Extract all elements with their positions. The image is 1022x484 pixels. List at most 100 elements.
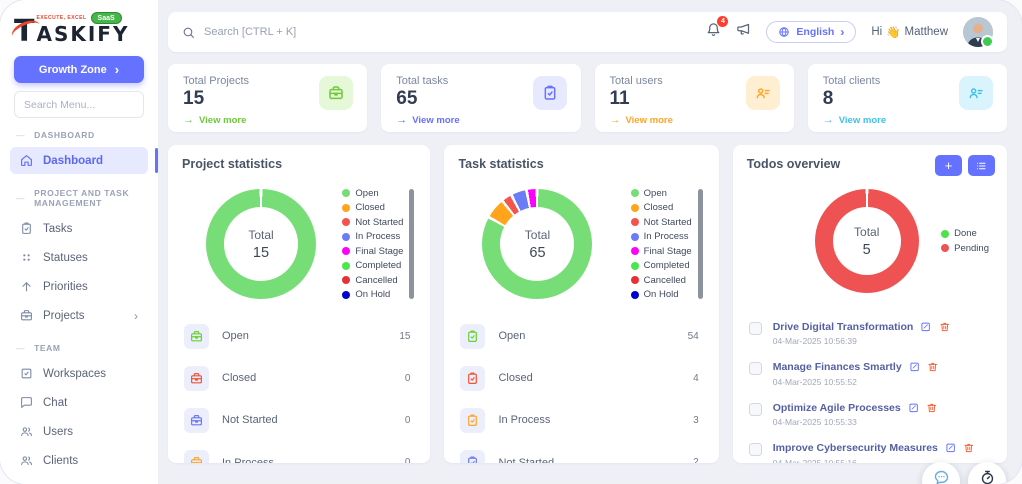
legend-item: Pending — [941, 243, 989, 254]
legend-dot — [630, 276, 639, 285]
menu-search-input[interactable] — [14, 91, 144, 118]
stat-value: 8 — [822, 88, 834, 109]
status-row-icon-box — [184, 407, 209, 433]
todo-checkbox[interactable] — [748, 443, 762, 456]
delete-todo-button[interactable] — [963, 442, 975, 454]
user-card-icon — [968, 85, 984, 101]
legend-scrollbar[interactable] — [697, 188, 703, 300]
legend-dot — [630, 189, 639, 198]
stat-label: Total tasks — [396, 75, 449, 87]
legend-label: Closed — [355, 202, 385, 214]
legend-label: Not Started — [643, 216, 692, 228]
search-icon — [182, 26, 195, 39]
notifications-button[interactable]: 4 — [706, 16, 729, 42]
todo-title: Drive Digital Transformation — [772, 320, 914, 333]
stat-label: Total Projects — [183, 75, 250, 87]
chevron-right-icon: › — [840, 25, 845, 39]
todo-timestamp: 04-Mar-2025 10:56:39 — [772, 336, 857, 346]
legend-dot — [342, 261, 351, 270]
avatar[interactable] — [963, 17, 994, 48]
chat-floating-button[interactable] — [922, 462, 960, 484]
sidebar-item-statuses[interactable]: Statuses — [10, 244, 148, 271]
timer-floating-button[interactable] — [968, 462, 1006, 484]
todo-checkbox[interactable] — [748, 402, 762, 416]
sidebar-item-dashboard[interactable]: Dashboard — [10, 147, 158, 174]
growth-zone-button[interactable]: Growth Zone › — [14, 56, 144, 83]
todos-chart: Total 5 Done Pending — [747, 181, 993, 301]
sidebar-item-clients[interactable]: Clients — [10, 447, 148, 474]
status-row-icon-box — [460, 450, 486, 463]
sidebar-item-users[interactable]: Users — [10, 418, 148, 445]
status-row-value: 15 — [399, 330, 411, 342]
legend-item: Not Started — [342, 217, 403, 228]
legend-label: Open — [355, 187, 379, 199]
project-statistics-chart: Total 15 Open Closed Not Started In Proc… — [182, 181, 416, 307]
status-row: Closed 0 — [182, 357, 416, 399]
legend-label: Final Stage — [355, 245, 404, 257]
delete-todo-button[interactable] — [927, 361, 939, 373]
status-row-label: Open — [498, 330, 526, 343]
sidebar-item-priorities[interactable]: Priorities — [10, 273, 148, 300]
add-todo-button[interactable]: + — [934, 155, 962, 176]
delete-todo-button[interactable] — [939, 321, 951, 333]
view-more-link[interactable]: → View more — [396, 115, 459, 127]
sidebar-item-projects[interactable]: Projects › — [10, 302, 148, 329]
todo-list-button[interactable] — [967, 155, 995, 176]
language-label: English — [796, 26, 835, 38]
trash-icon — [963, 442, 975, 454]
edit-icon — [909, 361, 921, 373]
legend-dot — [630, 232, 639, 241]
legend-dot — [342, 203, 351, 212]
brand-tagline: EXECUTE, EXCEL — [36, 15, 87, 21]
sidebar-item-chat[interactable]: Chat — [10, 389, 148, 416]
legend-dot — [630, 290, 639, 299]
edit-todo-button[interactable] — [908, 402, 920, 414]
sidebar-item-tasks[interactable]: Tasks — [10, 215, 148, 242]
stat-icon-box — [745, 76, 780, 110]
language-selector[interactable]: English › — [766, 21, 857, 43]
delete-todo-button[interactable] — [926, 402, 938, 414]
briefcase-icon — [190, 414, 203, 427]
todo-timestamp: 04-Mar-2025 10:55:33 — [772, 417, 857, 427]
sidebar-nav: — DASHBOARD Dashboard — PROJECT AND TASK… — [0, 118, 158, 484]
todo-title: Manage Finances Smartly — [772, 361, 902, 373]
sidebar-section: — UTILITIES Leads Management › — [0, 476, 158, 484]
legend-item: Completed — [342, 260, 403, 271]
todo-checkbox[interactable] — [748, 321, 762, 335]
chevron-right-icon: › — [114, 62, 120, 77]
view-more-link[interactable]: → View more — [822, 114, 887, 127]
sidebar-item-workspaces[interactable]: Workspaces — [10, 360, 148, 387]
status-row-value: 54 — [687, 330, 699, 342]
edit-todo-button[interactable] — [945, 442, 957, 454]
legend-scrollbar[interactable] — [409, 188, 415, 300]
sidebar: T EXECUTE, EXCEL SaaS ASKIFY Growth Zone… — [0, 0, 159, 484]
arrow-right-icon: → — [822, 114, 834, 126]
brand-logo[interactable]: T EXECUTE, EXCEL SaaS ASKIFY — [0, 0, 158, 47]
view-more-link[interactable]: → View more — [610, 115, 673, 127]
stat-card-total-clients: Total clients 8 → View more — [807, 64, 1007, 132]
legend-dot — [630, 203, 639, 212]
view-more-label: View more — [838, 115, 887, 126]
growth-zone-label: Growth Zone — [38, 63, 107, 76]
announcements-button[interactable] — [736, 22, 751, 42]
view-more-label: View more — [625, 115, 673, 126]
global-search-input[interactable] — [204, 26, 524, 38]
todo-checkbox[interactable] — [748, 362, 762, 375]
donut-chart: Total 15 — [206, 189, 316, 299]
stat-card-total-tasks: Total tasks 65 → View more — [381, 64, 581, 132]
legend-item: In Process — [342, 231, 403, 242]
view-more-link[interactable]: → View more — [183, 115, 246, 127]
briefcase-icon — [20, 309, 33, 322]
briefcase-icon — [190, 456, 203, 463]
donut-center-label: Total — [524, 227, 551, 242]
legend-label: Done — [954, 228, 977, 240]
status-row: Not Started 0 — [182, 399, 416, 441]
edit-todo-button[interactable] — [909, 361, 921, 373]
chart-legend: Open Closed Not Started In Process Final… — [342, 188, 416, 300]
edit-todo-button[interactable] — [920, 321, 932, 333]
legend-item: Open — [342, 188, 403, 199]
stat-label: Total clients — [822, 75, 881, 87]
nav-section-label: — DASHBOARD — [16, 130, 95, 140]
trash-icon — [927, 361, 939, 373]
